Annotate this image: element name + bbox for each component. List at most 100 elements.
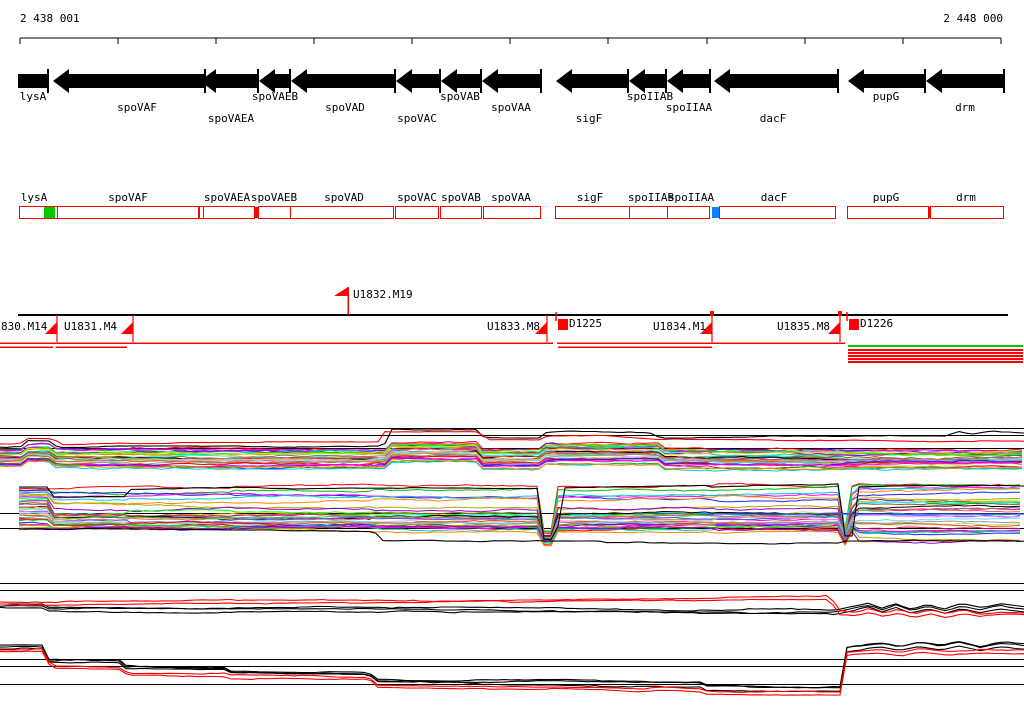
gene-arrow-label-dacF[interactable]: dacF — [759, 112, 787, 125]
gene-arrow-spoVAC[interactable] — [396, 69, 440, 93]
gene-box-label-spoVAC[interactable]: spoVAC — [397, 191, 437, 204]
gene-arrow-label-spoIIAB[interactable]: spoIIAB — [626, 90, 674, 103]
gene-box-label-drm[interactable]: drm — [956, 191, 976, 204]
gene-arrow-label-spoVAEB[interactable]: spoVAEB — [251, 90, 299, 103]
gene-box-sliver — [199, 206, 204, 219]
expression-profile-line — [0, 444, 1023, 456]
gene-arrow-endbar — [47, 69, 49, 93]
gene-box-label-spoVAB[interactable]: spoVAB — [441, 191, 481, 204]
segment-d-flag-icon — [558, 319, 568, 330]
gene-arrow-label-spoVAEA[interactable]: spoVAEA — [207, 112, 255, 125]
profile-envelope-line — [0, 428, 1024, 449]
segment-boundary-mark — [710, 311, 714, 316]
gene-box-label-spoIIAB[interactable]: spoIIAB — [627, 191, 675, 204]
gene-arrow-pupG[interactable] — [848, 69, 925, 93]
expression-profile-line — [18, 502, 1021, 536]
segment-label-830-m14[interactable]: 830.M14 — [1, 320, 48, 333]
gene-box-pupG[interactable] — [847, 206, 929, 219]
green-block — [44, 207, 55, 218]
gene-box-spoIIAB[interactable] — [629, 206, 668, 219]
gene-box-label-spoVAEB[interactable]: spoVAEB — [250, 191, 298, 204]
segment-label-u1832-m19[interactable]: U1832.M19 — [353, 288, 413, 301]
gene-arrow-endbar — [709, 69, 711, 93]
gene-arrow-endbar — [665, 69, 667, 93]
expression-profile-line — [18, 496, 1021, 539]
gene-box-spoVAD[interactable] — [290, 206, 394, 219]
expression-profile-line — [0, 443, 1023, 457]
expression-profile-line — [18, 486, 1021, 533]
segment-label-u1833-m8[interactable]: U1833.M8 — [487, 320, 540, 333]
gene-arrow-endbar — [924, 69, 926, 93]
expression-profile-line — [0, 458, 1023, 471]
expression-profile-line — [18, 525, 1021, 544]
red-divider — [928, 207, 930, 218]
gene-arrow-spoVAA[interactable] — [482, 69, 541, 93]
gene-arrow-label-spoIIAA[interactable]: spoIIAA — [665, 101, 713, 114]
gene-arrow-spoVAEA[interactable] — [200, 69, 258, 93]
segment-flag-icon — [828, 322, 840, 334]
segment-flag-icon — [700, 322, 712, 334]
gene-box-label-pupG[interactable]: pupG — [872, 191, 900, 204]
gene-box-label-sigF[interactable]: sigF — [576, 191, 604, 204]
gene-box-label-spoIIAA[interactable]: spoIIAA — [667, 191, 715, 204]
gene-box-dacF[interactable] — [719, 206, 836, 219]
expression-profile-line — [0, 460, 1023, 472]
segment-label-u1831-m4[interactable]: U1831.M4 — [64, 320, 117, 333]
gene-arrow-label-drm[interactable]: drm — [955, 101, 975, 114]
gene-arrow-endbar — [540, 69, 542, 93]
gene-box-spoVAB[interactable] — [440, 206, 482, 219]
gene-arrow-spoVAB[interactable] — [441, 69, 481, 93]
gene-box-drm[interactable] — [930, 206, 1004, 219]
segment-flag-icon — [121, 322, 133, 334]
gene-box-spoVAA[interactable] — [483, 206, 541, 219]
red-divider — [255, 207, 258, 218]
gene-arrow-dacF[interactable] — [714, 69, 838, 93]
expression-profile-line — [18, 488, 1021, 534]
gene-box-label-spoVAA[interactable]: spoVAA — [491, 191, 531, 204]
gene-arrow-endbar — [439, 69, 441, 93]
segment-label-d1225[interactable]: D1225 — [569, 317, 603, 330]
gene-arrow-spoIIAB[interactable] — [629, 69, 666, 93]
gene-arrow-label-lysA[interactable]: lysA — [19, 90, 47, 103]
gene-arrow-lysA[interactable] — [18, 74, 48, 88]
gene-box-spoVAEB[interactable] — [258, 206, 291, 219]
gene-box-label-spoVAF[interactable]: spoVAF — [108, 191, 148, 204]
gene-arrow-endbar — [1003, 69, 1005, 93]
gene-arrow-label-spoVAB[interactable]: spoVAB — [440, 90, 480, 103]
hybridization-profile-line — [0, 641, 1024, 689]
gene-arrow-label-spoVAD[interactable]: spoVAD — [325, 101, 365, 114]
gene-arrow-label-sigF[interactable]: sigF — [575, 112, 603, 125]
gene-box-label-spoVAEA[interactable]: spoVAEA — [203, 191, 251, 204]
gene-arrow-sigF[interactable] — [556, 69, 628, 93]
gene-box-label-lysA[interactable]: lysA — [20, 191, 48, 204]
gene-arrow-spoIIAA[interactable] — [667, 69, 710, 93]
profile-envelope-line — [19, 483, 1024, 540]
gene-arrow-endbar — [289, 69, 291, 93]
gene-box-sigF[interactable] — [555, 206, 630, 219]
ruler-start-label: 2 438 001 — [20, 12, 80, 25]
segment-label-d1226[interactable]: D1226 — [860, 317, 894, 330]
gene-box-spoVAC[interactable] — [395, 206, 439, 219]
expression-profile-line — [18, 512, 1021, 542]
segment-label-u1835-m8[interactable]: U1835.M8 — [777, 320, 830, 333]
gene-box-spoIIAA[interactable] — [667, 206, 710, 219]
gene-arrow-label-spoVAF[interactable]: spoVAF — [117, 101, 157, 114]
gene-arrow-label-pupG[interactable]: pupG — [872, 90, 900, 103]
gene-box-spoVAEA[interactable] — [203, 206, 255, 219]
gene-arrow-spoVAF[interactable] — [53, 69, 205, 93]
gene-arrow-drm[interactable] — [926, 69, 1004, 93]
gene-box-label-dacF[interactable]: dacF — [760, 191, 788, 204]
gene-arrow-spoVAEB[interactable] — [259, 69, 290, 93]
gene-arrow-label-spoVAA[interactable]: spoVAA — [491, 101, 531, 114]
gene-box-label-spoVAD[interactable]: spoVAD — [324, 191, 364, 204]
hybridization-profile-line — [0, 594, 1024, 615]
segment-label-u1834-m1[interactable]: U1834.M1 — [653, 320, 706, 333]
profile-envelope-line — [0, 431, 1024, 446]
gene-box-spoVAF[interactable] — [57, 206, 199, 219]
gene-arrow-label-spoVAC[interactable]: spoVAC — [397, 112, 437, 125]
gene-arrow-endbar — [837, 69, 839, 93]
gene-arrow-spoVAD[interactable] — [291, 69, 395, 93]
hybridization-profile-line — [0, 606, 1024, 616]
